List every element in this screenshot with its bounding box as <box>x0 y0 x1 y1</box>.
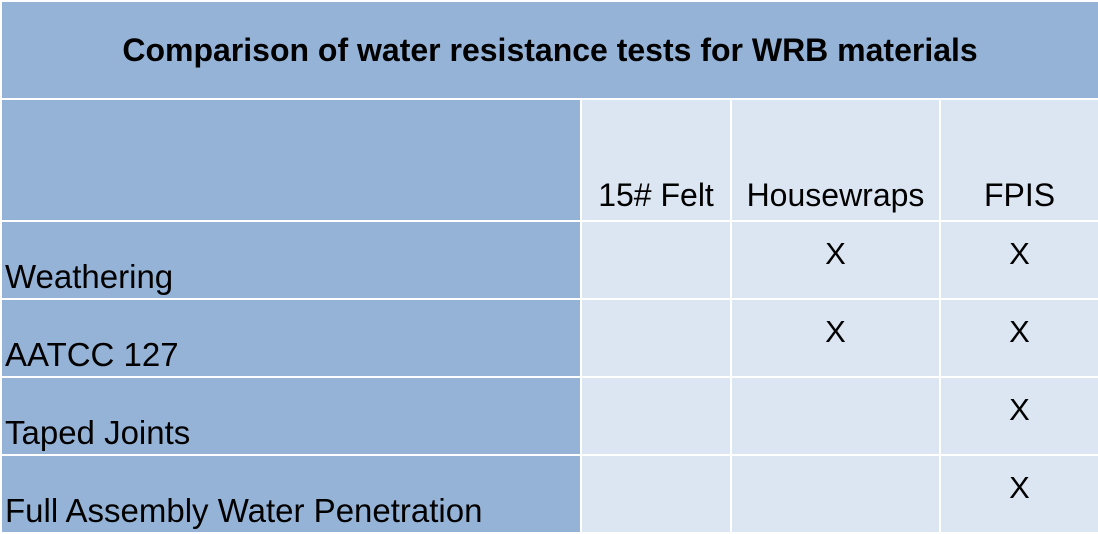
row-label: Full Assembly Water Penetration <box>0 454 582 534</box>
mark-cell <box>580 454 732 534</box>
corner-cell <box>0 98 582 222</box>
column-header-felt: 15# Felt <box>580 98 732 222</box>
mark-cell: X <box>938 376 1098 456</box>
mark-cell <box>730 376 941 456</box>
mark-cell <box>730 454 941 534</box>
mark-cell: X <box>938 220 1098 300</box>
table-row-aatcc-127: AATCC 127 X X <box>0 298 1098 378</box>
column-header-fpis: FPIS <box>938 98 1098 222</box>
mark-cell <box>580 376 732 456</box>
table-title: Comparison of water resistance tests for… <box>0 0 1098 100</box>
table-row-full-assembly: Full Assembly Water Penetration X <box>0 454 1098 534</box>
table-row-taped-joints: Taped Joints X <box>0 376 1098 456</box>
row-label: Weathering <box>0 220 582 300</box>
row-label: AATCC 127 <box>0 298 582 378</box>
title-row: Comparison of water resistance tests for… <box>0 0 1098 100</box>
mark-cell <box>580 298 732 378</box>
mark-cell: X <box>730 220 941 300</box>
mark-cell: X <box>938 454 1098 534</box>
row-label: Taped Joints <box>0 376 582 456</box>
header-row: 15# Felt Housewraps FPIS <box>0 98 1098 222</box>
table-row-weathering: Weathering X X <box>0 220 1098 300</box>
mark-cell <box>580 220 732 300</box>
mark-cell: X <box>938 298 1098 378</box>
mark-cell: X <box>730 298 941 378</box>
column-header-housewraps: Housewraps <box>730 98 941 222</box>
